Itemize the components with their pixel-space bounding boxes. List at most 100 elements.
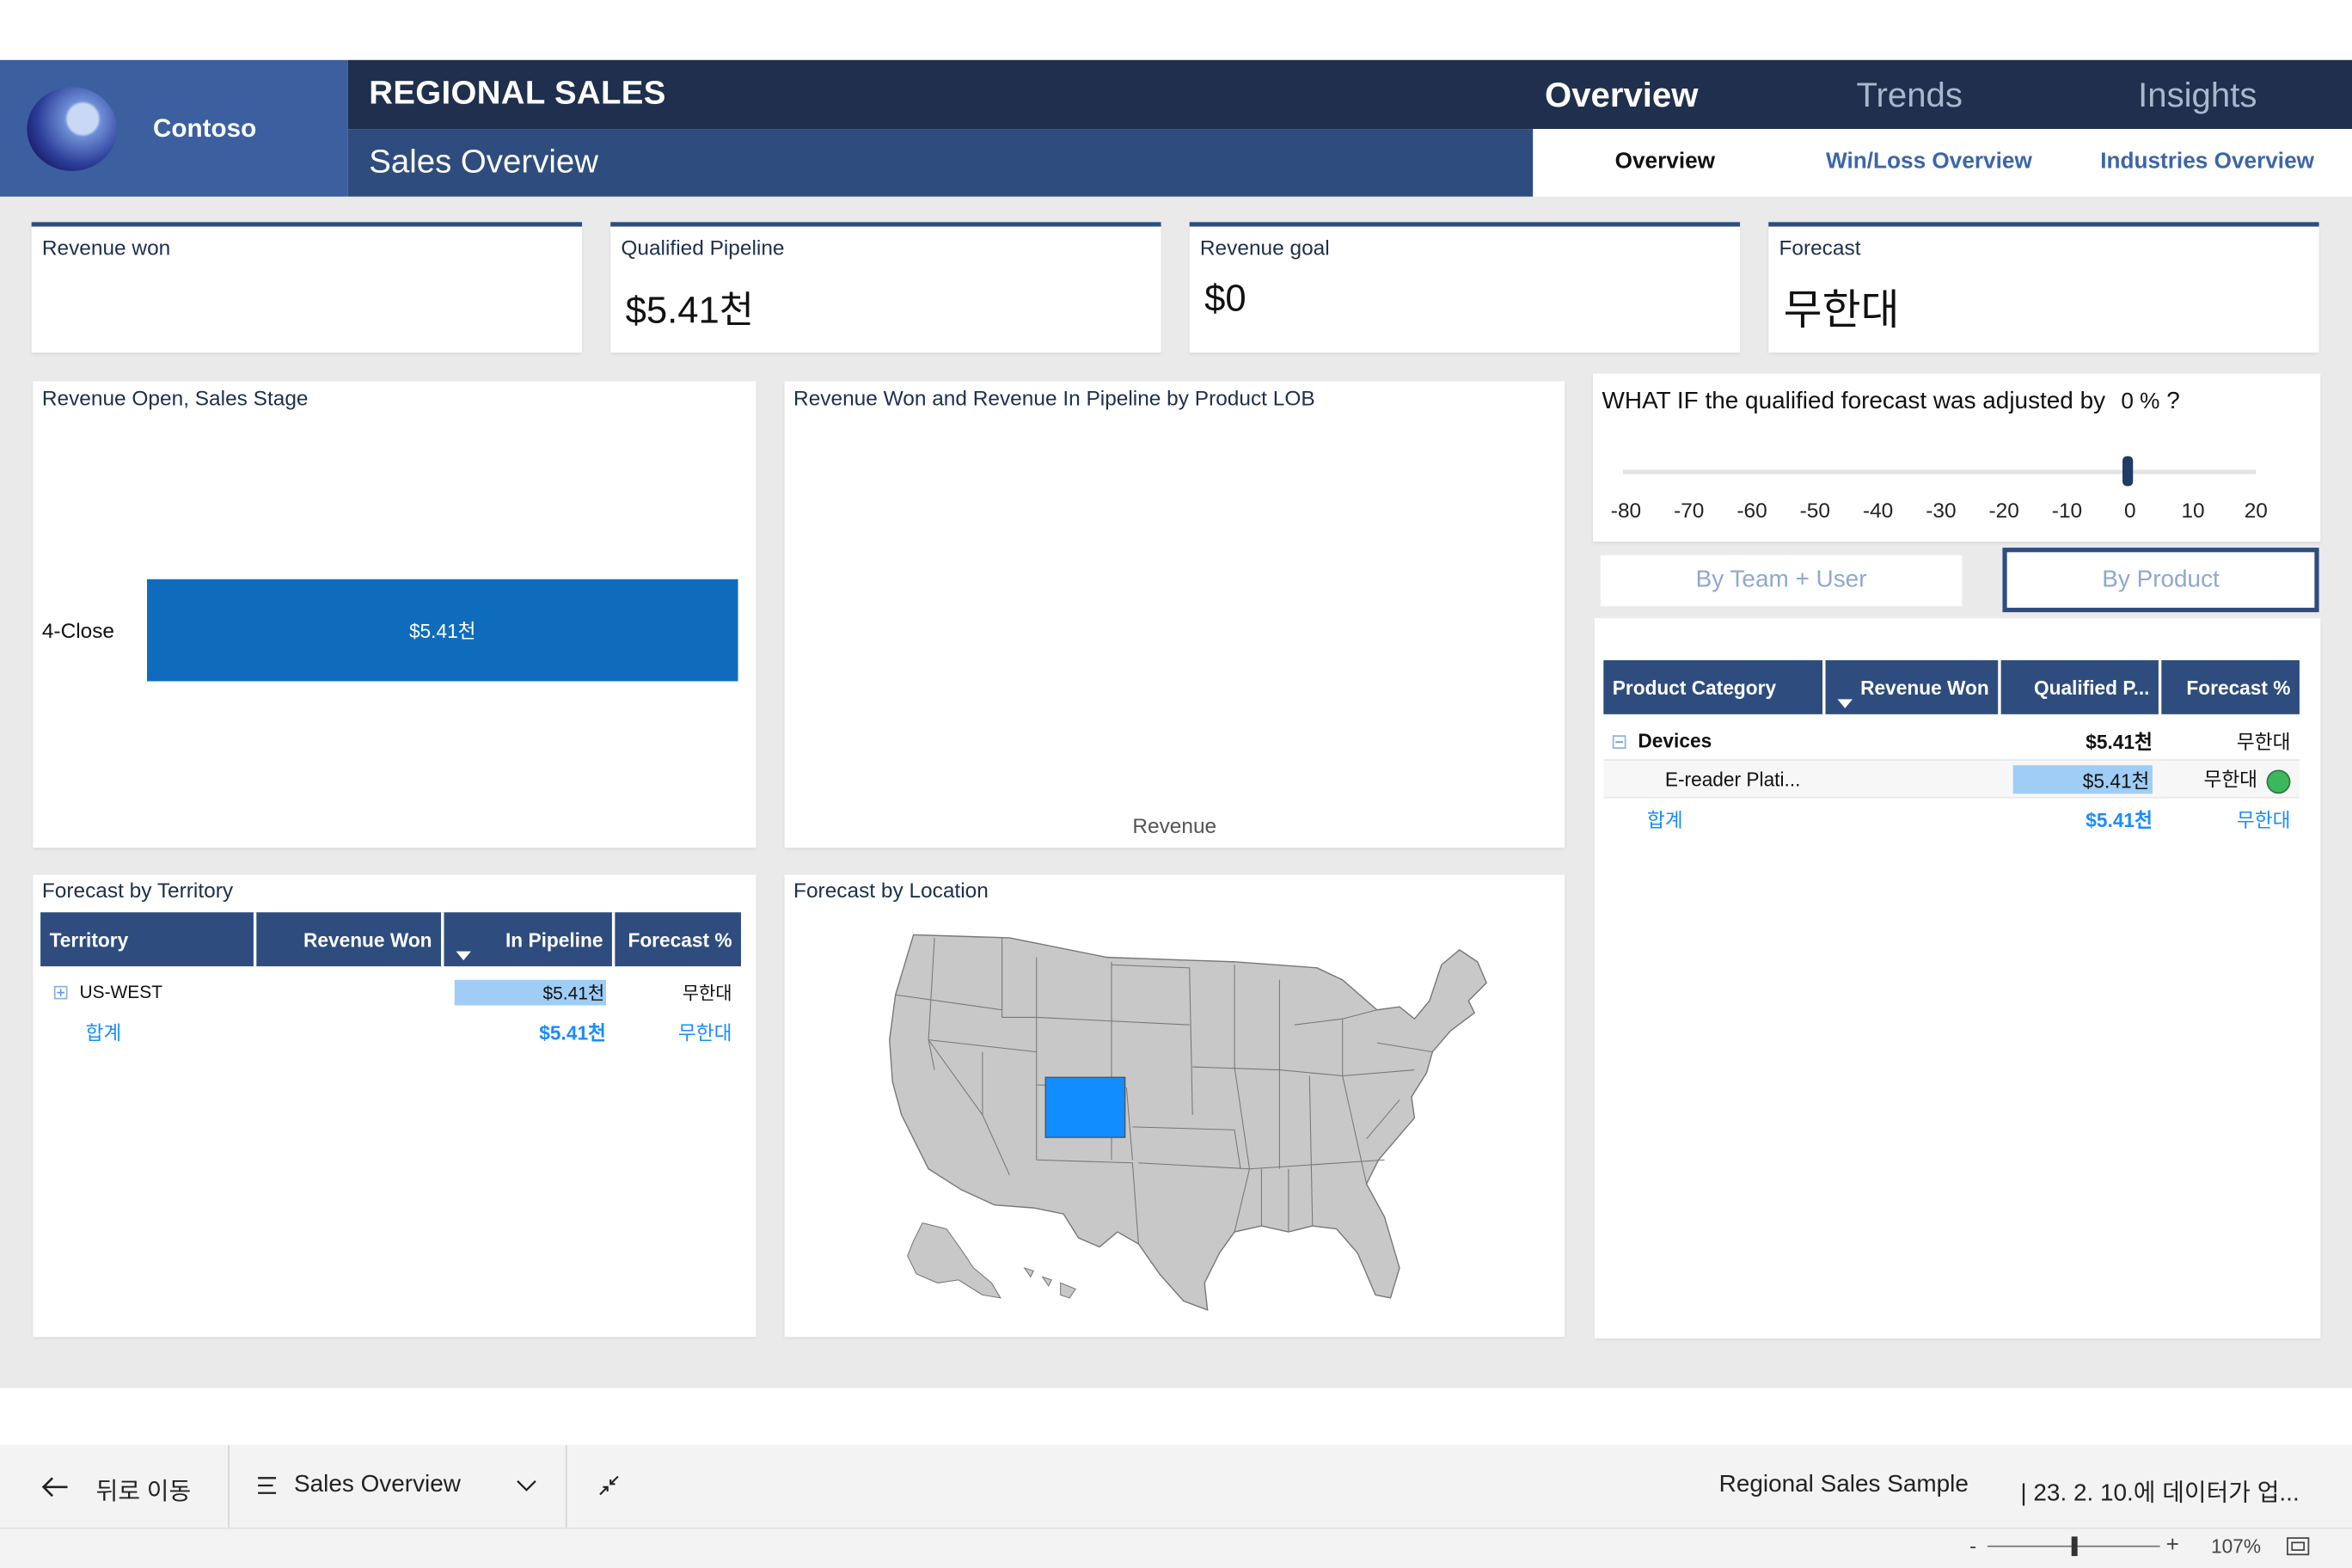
col-product-category[interactable]: Product Category [1603,660,1826,714]
total-label: 합계 [85,1020,122,1044]
bar[interactable] [147,579,738,682]
sort-desc-icon [1837,699,1853,708]
collapse-icon[interactable] [1612,734,1626,749]
arrow-left-icon[interactable] [40,1473,70,1500]
by-team-user-button[interactable]: By Team + User [1600,554,1963,607]
contoso-logo-icon [27,87,118,171]
tab-insights[interactable]: Insights [2138,75,2257,114]
total-forecast: 무한대 [2236,807,2291,831]
forecast-text: 무한대 [2203,769,2258,792]
col-territory[interactable]: Territory [40,912,257,967]
table-title: Forecast by Territory [41,878,234,903]
table-row[interactable]: US-WEST $5.41천 무한대 [40,972,741,1011]
cell-qualified: $5.41천 [2000,759,2162,799]
col-revenue-won[interactable]: Revenue Won [1825,660,2001,714]
kpi-value: 무한대 [1783,286,1900,334]
cell-forecast: 무한대 [2161,759,2300,799]
state-borders [895,937,1433,1245]
zoom-level: 107% [2210,1534,2262,1558]
expand-icon[interactable] [53,986,68,1001]
state-colorado[interactable] [1044,1076,1126,1138]
group-name: Devices [1638,728,1712,751]
kpi-revenue-won[interactable]: Revenue won [31,222,583,353]
slider-tick-label: -60 [1736,498,1767,523]
cell-forecast: 무한대 [682,982,732,1003]
lob-chart[interactable]: Revenue Won and Revenue In Pipeline by P… [784,381,1565,848]
slider-tick-label: -30 [1926,498,1957,523]
col-revenue-won[interactable]: Revenue Won [256,912,444,967]
data-bar: $5.41천 [2012,764,2153,793]
territory-table-card: Forecast by Territory Territory Revenue … [33,874,756,1338]
data-label: $5.41천 [409,620,476,642]
brand-name: Contoso [152,113,257,143]
col-forecast[interactable]: Forecast % [615,912,741,967]
subtab-bar [1533,129,2352,197]
sort-desc-icon [456,951,471,961]
slider-handle[interactable] [2122,456,2134,487]
total-label: 합계 [1646,807,1683,831]
kpi-qualified-pipeline[interactable]: Qualified Pipeline $5.41천 [610,222,1161,353]
slider-tick-label: -80 [1610,498,1642,523]
cell-qualified: $5.41천 [2086,730,2153,753]
kpi-value: $0 [1204,277,1246,320]
table-row[interactable]: E-reader Plati... $5.41천 무한대 [1603,759,2300,799]
slider-track[interactable] [1622,469,2257,475]
cell-in-pipeline: $5.41천 [444,972,615,1011]
subtab-overview[interactable]: Overview [1614,148,1716,175]
by-product-button[interactable]: By Product [2002,548,2319,613]
col-qualified[interactable]: Qualified P... [2000,660,2162,714]
report-title: REGIONAL SALES [369,73,666,112]
data-bar: $5.41천 [454,978,606,1005]
slider-tick-label: -10 [2051,498,2083,523]
table-total-row: 합계 $5.41천 무한대 [1603,799,2300,837]
slider-tick-label: -50 [1799,498,1830,523]
kpi-revenue-goal[interactable]: Revenue goal $0 [1189,222,1741,353]
zoom-in-button[interactable]: + [2165,1532,2179,1558]
what-if-value: 0 % [2121,389,2160,414]
tab-overview[interactable]: Overview [1544,75,1699,114]
table-row[interactable]: Devices $5.41천 무한대 [1603,720,2300,759]
state-alaska[interactable] [907,1222,1001,1299]
category-label: 4-Close [42,620,114,643]
cell-forecast: 무한대 [2236,730,2291,753]
us-states-shape[interactable] [889,934,1488,1311]
chevron-down-icon[interactable] [516,1478,536,1492]
row-name: E-reader Plati... [1603,759,1826,799]
back-button[interactable]: 뒤로 이동 [95,1479,192,1505]
slider-tick-label: -40 [1862,498,1894,523]
collapse-icon[interactable] [597,1473,621,1498]
page-subtitle: Sales Overview [369,142,598,181]
zoom-slider-handle[interactable] [2071,1536,2078,1557]
bar-chart-svg: 4-Close $5.41천 [42,579,738,682]
page-selector[interactable]: Sales Overview [294,1472,461,1498]
location-map-card[interactable]: Forecast by Location [784,874,1565,1338]
col-label: Revenue Won [1860,676,1989,699]
tab-trends[interactable]: Trends [1856,75,1963,114]
fit-to-page-icon[interactable] [2286,1536,2310,1556]
revenue-open-chart[interactable]: Revenue Open, Sales Stage 4-Close $5.41천 [33,381,756,848]
col-in-pipeline[interactable]: In Pipeline [444,912,616,967]
state-hawaii[interactable] [1023,1266,1076,1299]
col-forecast[interactable]: Forecast % [2161,660,2300,714]
group-name-cell: Devices [1603,720,1825,759]
divider [228,1444,230,1528]
territory-name: US-WEST [79,981,163,1002]
chart-title: Revenue Open, Sales Stage [41,385,309,410]
product-table[interactable]: Product Category Revenue Won Qualified P… [1603,660,2300,837]
subtab-industries[interactable]: Industries Overview [2100,148,2314,175]
slider-tick-label: -20 [1988,498,2019,523]
kpi-title: Revenue won [41,236,171,260]
total-forecast: 무한대 [677,1020,732,1044]
zoom-out-button[interactable]: - [1969,1533,1977,1558]
territory-table[interactable]: Territory Revenue Won In Pipeline Foreca… [40,912,741,1050]
subtab-win-loss[interactable]: Win/Loss Overview [1826,148,2032,175]
kpi-forecast[interactable]: Forecast 무한대 [1768,222,2319,353]
slider-tick-label: 20 [2244,498,2268,523]
us-map[interactable] [785,875,1565,1338]
cell-revenue-won [1825,759,2001,799]
table-total-row: 합계 $5.41천 무한대 [40,1011,741,1050]
what-if-question: WHAT IF the qualified forecast was adjus… [1602,389,2180,415]
subtitle-bar [347,129,1534,197]
list-icon [258,1477,277,1494]
title-bar [347,59,2352,130]
